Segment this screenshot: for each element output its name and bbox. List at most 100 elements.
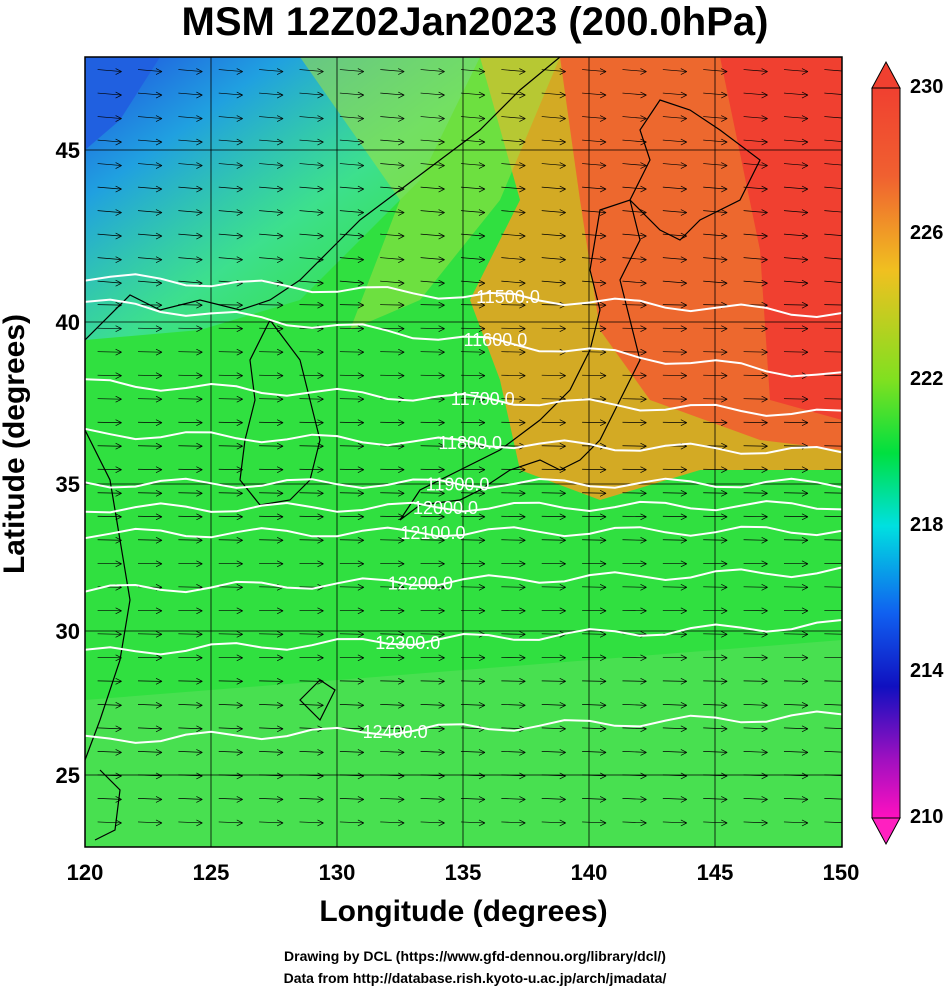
wind-vector [380,536,405,544]
wind-vector [622,91,647,99]
wind-vector [743,325,768,332]
wind-vector [460,91,486,99]
wind-vector [824,374,842,376]
wind-vector [460,348,486,356]
wind-vector [259,419,284,427]
wind-vector [743,536,768,544]
wind-vector [137,489,163,497]
wind-vector [622,489,647,497]
wind-vector [299,115,324,122]
wind-vector [662,702,687,709]
wind-vector [178,185,203,193]
wind-vector [97,256,122,263]
credit-line-2: Data from http://database.rish.kyoto-u.a… [283,970,667,986]
wind-vector [743,419,768,427]
wind-vector [703,372,728,380]
wind-vector [420,749,445,756]
wind-vector [703,749,728,756]
wind-vector [259,654,284,662]
wind-vector [178,678,203,685]
wind-vector [824,798,842,800]
wind-vector [703,232,728,240]
wind-vector [420,185,445,193]
wind-vector [582,372,607,380]
wind-vector [218,819,243,827]
wind-vector [259,772,284,780]
wind-vector [299,91,324,99]
wind-vector [380,678,405,685]
wind-vector [783,115,809,122]
wind-vector [137,725,163,733]
wind-vector [420,796,445,803]
colorbar-tick-label: 210 [910,806,944,828]
wind-vector [137,138,163,146]
wind-vector [97,395,122,403]
wind-vector [339,678,365,685]
wind-vector [137,372,163,380]
wind-vector [299,279,324,287]
wind-vector [178,68,203,75]
wind-vector [339,68,365,75]
wind-vector [783,489,809,497]
wind-vector [622,560,647,568]
wind-vector [460,256,486,263]
wind-vector [662,536,687,544]
wind-vector [582,419,607,427]
wind-vector [380,68,405,75]
wind-vector [582,819,607,827]
wind-vector [541,91,566,99]
wind-vector [622,466,647,474]
wind-vector [137,772,163,780]
wind-vector [703,115,728,122]
wind-vector [299,138,324,146]
wind-vector [501,654,526,662]
wind-vector [824,586,842,588]
contour-line [85,378,842,417]
wind-vector [460,185,486,193]
wind-vector [501,419,526,427]
wind-vector [743,489,768,497]
wind-vector [259,702,284,709]
contour-label: 12400.0 [363,722,428,742]
wind-vector [743,654,768,662]
wind-vector [137,536,163,544]
wind-vector [178,489,203,497]
wind-vector [460,209,486,216]
wind-vector [97,702,122,709]
wind-vector [259,68,284,75]
wind-vector [703,395,728,403]
wind-vector [582,466,607,474]
wind-vector [137,796,163,803]
wind-vector [97,607,122,615]
wind-vector [178,819,203,827]
contour-line [85,298,842,378]
wind-vector [662,796,687,803]
wind-vector [380,372,405,380]
wind-vector [582,583,607,591]
wind-vector [541,536,566,544]
wind-vector [460,301,486,309]
wind-vector [299,772,324,780]
wind-vector [420,560,445,568]
wind-vector [218,232,243,240]
wind-vector [97,115,122,122]
wind-vector [299,654,324,662]
wind-vector [259,232,284,240]
wind-vector [178,725,203,733]
wind-vector [501,395,526,403]
wind-vector [743,560,768,568]
wind-vector [703,325,728,332]
wind-vector [380,325,405,332]
wind-vector [582,115,607,122]
wind-vector [420,91,445,99]
wind-vector [743,819,768,827]
wind-vector [501,325,526,332]
wind-vector [178,138,203,146]
wind-vector [218,536,243,544]
wind-vector [299,631,324,638]
wind-vector [541,702,566,709]
wind-vector [97,678,122,685]
wind-vector [783,325,809,332]
wind-vector [743,725,768,733]
wind-vector [703,607,728,615]
